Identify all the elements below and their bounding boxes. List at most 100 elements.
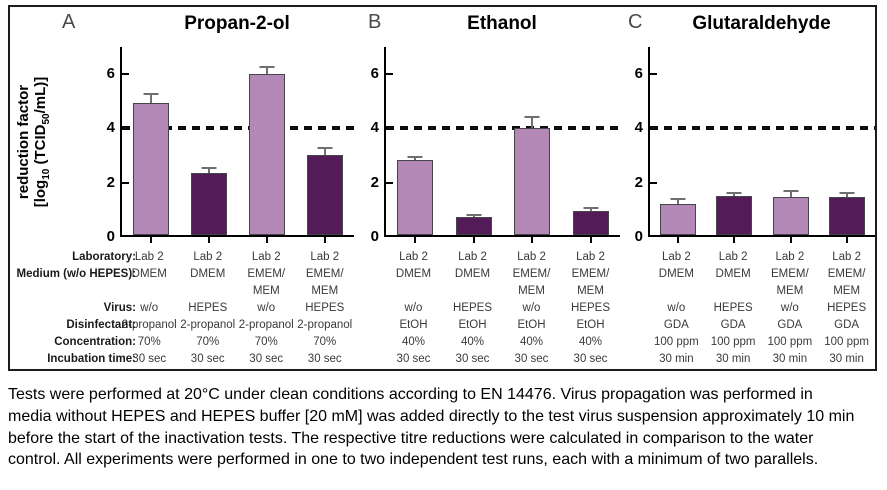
x-tick-mark	[733, 237, 736, 243]
error-bar-cap	[670, 198, 686, 201]
table-cell: 100 ppm	[653, 336, 699, 348]
table-row-concentration: 100 ppm 100 ppm 100 ppm 100 ppm	[620, 334, 875, 351]
panel-letter: B	[368, 11, 382, 33]
table-cell: Lab 2	[134, 251, 164, 263]
error-bar-cap	[726, 191, 742, 194]
row-spacer	[620, 266, 648, 300]
panel-title: Propan-2-ol	[184, 13, 290, 34]
bar-slot	[386, 47, 445, 243]
table-cell: HEPES	[827, 302, 867, 314]
table-cell: GDA	[720, 319, 746, 331]
x-tick-mark	[324, 237, 326, 243]
y-tick-label: 6	[634, 65, 643, 83]
y-tick-label: 2	[634, 173, 643, 191]
y-tick-mark	[122, 181, 129, 184]
bar	[307, 154, 343, 235]
panel-b: B Ethanol 0 2 4 6 Lab 2 Lab 2 Lab 2 Lab 2 DMEM DMEM…	[354, 7, 620, 369]
bar-slot	[819, 47, 875, 243]
table-cell: 30 min	[715, 353, 751, 365]
error-bar-cap	[259, 66, 275, 69]
table-cell: 30 sec	[307, 353, 342, 365]
y-axis-gutter: reduction factor [log10 (TCID50/mL)] 0 2 4 6	[10, 47, 120, 245]
x-tick-mark	[266, 237, 268, 243]
table-cell: Lab 2	[517, 251, 546, 263]
y-tick-label: 4	[634, 119, 643, 137]
chart-area: 0 2 4 6	[354, 47, 621, 245]
table-cell: EMEM/ MEM	[247, 268, 286, 297]
error-bar-stem	[531, 118, 534, 128]
bar-slot	[706, 47, 762, 243]
panel-title: Glutaraldehyde	[692, 13, 831, 34]
table-row-incubation-time: Incubation time: 30 sec 30 sec 30 sec 30 sec	[10, 351, 354, 368]
y-tick-label: 2	[370, 173, 379, 191]
error-bar-cap	[317, 146, 333, 149]
table-cell: 100 ppm	[710, 336, 756, 348]
table-cell: HEPES	[188, 302, 228, 314]
table-cell: w/o	[667, 302, 686, 314]
table-cell: EtOH	[517, 319, 546, 331]
row-label: Laboratory:	[72, 251, 136, 263]
error-bar-stem	[845, 193, 848, 197]
row-label: Concentration:	[54, 336, 136, 348]
table-cell: EMEM/ MEM	[512, 268, 551, 297]
bar-slot	[180, 47, 238, 243]
x-tick-mark	[789, 237, 792, 243]
table-cell: w/o	[140, 302, 159, 314]
table-cell: w/o	[780, 302, 799, 314]
table-cell: DMEM	[395, 268, 432, 280]
table-cell: 2-propanol	[297, 319, 353, 331]
panel-letter: C	[628, 11, 643, 33]
y-tick-label: 4	[370, 119, 379, 137]
table-cell: 30 min	[829, 353, 864, 365]
row-label: Incubation time:	[47, 353, 136, 365]
y-tick-mark	[650, 181, 657, 184]
table-cell: Lab 2	[251, 251, 281, 263]
table-cell: EMEM/ MEM	[771, 268, 809, 297]
error-bar-cap	[143, 93, 159, 96]
table-cell: Lab 2	[399, 251, 428, 263]
y-tick-label: 2	[106, 173, 115, 191]
x-tick-mark	[845, 237, 848, 243]
bar	[249, 73, 285, 235]
table-cell: HEPES	[713, 302, 753, 314]
y-tick-mark	[386, 73, 393, 76]
table-row-virus: Virus: w/o HEPES w/o HEPES	[10, 300, 354, 317]
table-cell: Lab 2	[661, 251, 691, 263]
table-cell: HEPES	[305, 302, 345, 314]
bar-slot	[562, 47, 621, 243]
row-spacer	[620, 334, 648, 351]
table-row-laboratory: Lab 2 Lab 2 Lab 2 Lab 2	[354, 249, 620, 266]
table-cell: 100 ppm	[824, 336, 869, 348]
table-row-concentration: 40% 40% 40% 40%	[354, 334, 620, 351]
y-tick-label: 0	[370, 228, 379, 245]
error-bar-stem	[733, 193, 736, 196]
table-cell: w/o	[404, 302, 423, 314]
table-cell: 40%	[519, 336, 544, 348]
y-tick-label: 4	[106, 119, 115, 137]
x-tick-mark	[208, 237, 210, 243]
row-spacer	[620, 317, 648, 334]
chart-area: reduction factor [log10 (TCID50/mL)] 0 2 4 6	[10, 47, 354, 245]
table-cell: DMEM	[715, 268, 751, 280]
table-cell: EMEM/ MEM	[827, 268, 866, 297]
row-label: Virus:	[103, 302, 136, 314]
condition-table: Lab 2 Lab 2 Lab 2 Lab 2 DMEM DMEM EMEM/ MEM EME…	[620, 249, 875, 368]
table-row-medium: DMEM DMEM EMEM/ MEM EMEM/ MEM	[620, 266, 875, 300]
bar	[397, 160, 434, 235]
table-row-laboratory: Laboratory: Lab 2 Lab 2 Lab 2 Lab 2	[10, 249, 354, 266]
y-axis-label: reduction factor [log10 (TCID50/mL)]	[15, 77, 55, 208]
panel-letter: A	[62, 11, 76, 33]
bar-slot	[650, 47, 706, 243]
condition-table: Lab 2 Lab 2 Lab 2 Lab 2 DMEM DMEM EMEM/ MEM EME…	[354, 249, 620, 368]
table-cell: 30 sec	[455, 353, 490, 365]
y-tick-label: 6	[106, 65, 115, 83]
error-bar-cap	[524, 116, 540, 119]
table-row-incubation-time: 30 min 30 min 30 min 30 min	[620, 351, 875, 368]
table-cell: 30 sec	[249, 353, 284, 365]
table-cell: Lab 2	[310, 251, 340, 263]
table-cell: w/o	[522, 302, 541, 314]
bar	[133, 103, 169, 235]
bar	[828, 197, 865, 235]
error-bar-cap	[583, 206, 599, 209]
chart-area: 0 2 4 6	[620, 47, 875, 245]
